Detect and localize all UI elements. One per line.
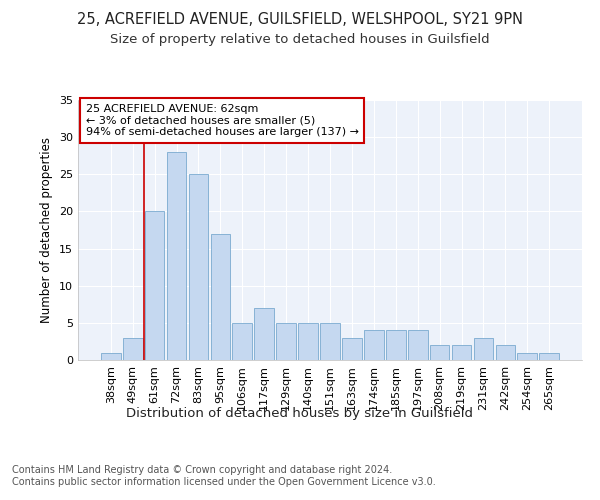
Text: Contains HM Land Registry data © Crown copyright and database right 2024.
Contai: Contains HM Land Registry data © Crown c…: [12, 465, 436, 486]
Bar: [298, 323, 318, 360]
Bar: [342, 338, 362, 360]
Text: Distribution of detached houses by size in Guilsfield: Distribution of detached houses by size …: [127, 408, 473, 420]
Bar: [386, 330, 406, 360]
Bar: [496, 345, 515, 360]
Text: 25 ACREFIELD AVENUE: 62sqm
← 3% of detached houses are smaller (5)
94% of semi-d: 25 ACREFIELD AVENUE: 62sqm ← 3% of detac…: [86, 104, 359, 137]
Bar: [101, 352, 121, 360]
Text: Size of property relative to detached houses in Guilsfield: Size of property relative to detached ho…: [110, 32, 490, 46]
Bar: [211, 234, 230, 360]
Bar: [408, 330, 428, 360]
Bar: [123, 338, 143, 360]
Bar: [254, 308, 274, 360]
Bar: [145, 212, 164, 360]
Text: 25, ACREFIELD AVENUE, GUILSFIELD, WELSHPOOL, SY21 9PN: 25, ACREFIELD AVENUE, GUILSFIELD, WELSHP…: [77, 12, 523, 28]
Bar: [364, 330, 384, 360]
Bar: [276, 323, 296, 360]
Y-axis label: Number of detached properties: Number of detached properties: [40, 137, 53, 323]
Bar: [167, 152, 187, 360]
Bar: [539, 352, 559, 360]
Bar: [452, 345, 472, 360]
Bar: [188, 174, 208, 360]
Bar: [232, 323, 252, 360]
Bar: [517, 352, 537, 360]
Bar: [320, 323, 340, 360]
Bar: [430, 345, 449, 360]
Bar: [473, 338, 493, 360]
